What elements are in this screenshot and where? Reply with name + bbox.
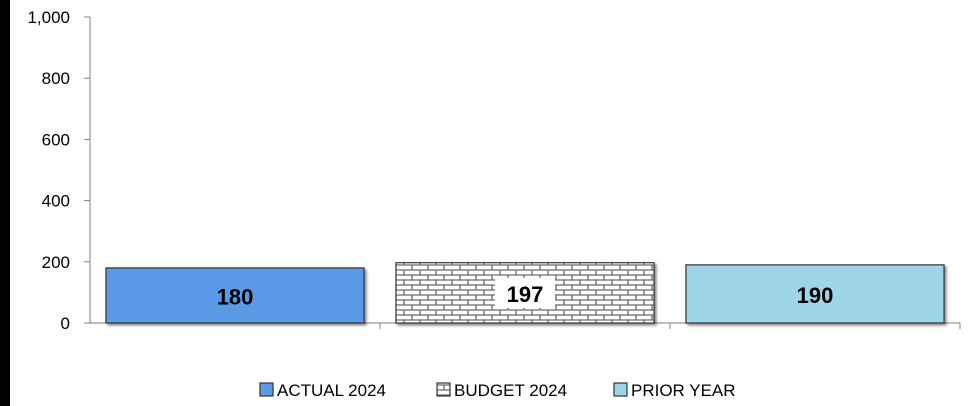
legend: ACTUAL 2024 BUDGET 2024 PRIOR YEAR [259,381,736,400]
legend-swatch [436,382,451,397]
y-tick-label: 200 [42,253,70,272]
legend-label: BUDGET 2024 [454,381,567,400]
left-border [0,0,10,406]
data-label: 190 [797,283,834,308]
y-tick-label: 800 [42,69,70,88]
bar-actual-2024 [105,267,365,324]
bars: 180 197 190 [105,262,945,324]
y-tick-label: 1,000 [27,8,70,27]
data-label: 180 [217,284,254,309]
legend-swatch [259,382,274,397]
legend-swatch [613,382,628,397]
y-tick-label: 600 [42,130,70,149]
y-tick-label: 400 [42,192,70,211]
y-tick-label: 0 [61,314,70,333]
legend-label: PRIOR YEAR [631,381,736,400]
data-label: 197 [507,282,544,307]
data-label-background [495,277,555,308]
legend-label: ACTUAL 2024 [277,381,386,400]
bar-prior-year [685,264,945,324]
